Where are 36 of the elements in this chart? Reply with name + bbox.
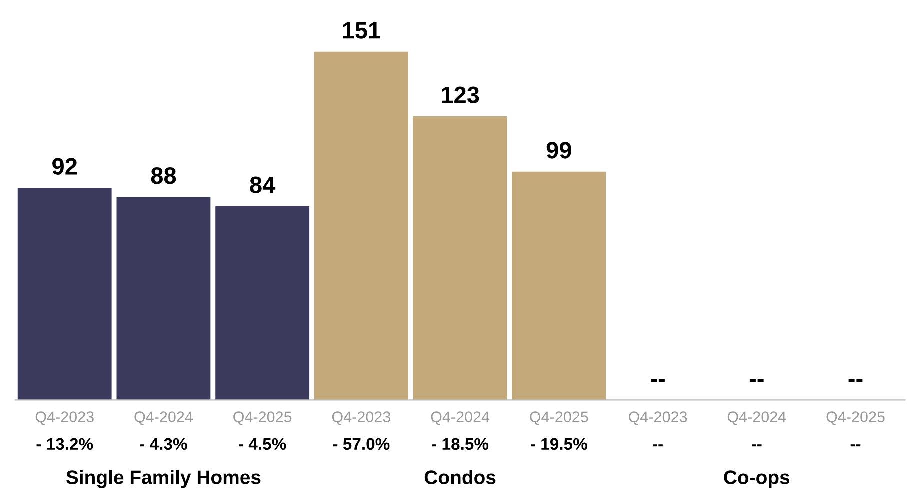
x-tick-label: Q4-2023 [629,412,688,426]
text: - 18.5% [432,438,489,450]
text: - 4.3% [140,438,188,450]
bar [413,116,508,400]
x-tick-label: Q4-2023 [36,412,94,426]
text: - 19.5% [531,438,588,450]
text: Single Family Homes [66,470,261,488]
bar [314,52,408,400]
text: Condos [424,470,496,484]
text: -- [848,379,863,382]
data-label: 88 [151,167,176,184]
text: -- [850,444,861,447]
text: - 57.0% [333,438,390,450]
x-tick-label: Q4-2024 [728,412,786,426]
data-label: 151 [343,22,380,39]
x-tick-label: Q4-2024 [134,412,193,426]
x-tick-label: Q4-2024 [431,412,490,426]
bar [216,206,310,400]
x-tick-label: Q4-2025 [234,412,292,426]
text: Co-ops [724,470,790,488]
data-label: 92 [52,158,78,175]
text: -- [750,379,764,382]
bar [116,197,211,400]
bar [512,172,606,400]
text: - 13.2% [36,438,94,450]
bar [18,188,112,400]
x-tick-label: Q4-2023 [332,412,390,426]
x-tick-label: Q4-2025 [826,412,885,426]
x-tick-label: Q4-2025 [530,412,588,426]
data-label: 84 [250,176,276,194]
text: -- [651,379,665,382]
text: - 4.5% [239,438,286,450]
text: -- [653,444,663,447]
text: -- [752,444,762,447]
data-label: 123 [442,86,480,104]
data-label: 99 [546,142,572,159]
